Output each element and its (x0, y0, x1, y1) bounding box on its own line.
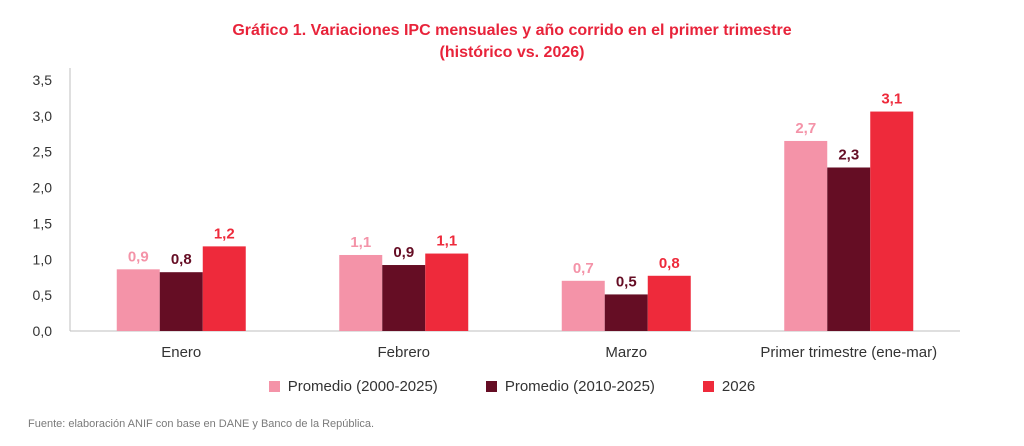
bar (202, 246, 246, 331)
source-note: Fuente: elaboración ANIF con base en DAN… (28, 418, 375, 430)
bar (159, 272, 203, 331)
data-label: 0,8 (171, 251, 192, 268)
y-tick-label: 3,5 (33, 72, 53, 88)
chart-legend: Promedio (2000-2025) Promedio (2010-2025… (0, 378, 1024, 395)
x-tick-label: Febrero (377, 344, 430, 361)
bar (827, 167, 871, 331)
data-label: 0,9 (393, 244, 414, 261)
data-label: 1,2 (214, 225, 235, 242)
legend-label-series-2: Promedio (2010-2025) (504, 378, 655, 395)
y-tick-label: 3,0 (33, 108, 53, 124)
bar (425, 253, 469, 331)
bar (647, 275, 691, 331)
y-tick-label: 2,5 (33, 144, 53, 160)
data-label: 1,1 (436, 233, 457, 250)
x-tick-label: Enero (161, 344, 201, 361)
legend-swatch-series-2 (485, 381, 497, 392)
y-tick-label: 1,0 (33, 251, 53, 267)
legend-item-series-1: Promedio (2000-2025) (268, 378, 438, 395)
y-tick-label: 0,0 (33, 323, 53, 339)
x-tick-label: Primer trimestre (ene-mar) (760, 344, 937, 361)
legend-label-series-3: 2026 (721, 378, 756, 395)
y-tick-label: 0,5 (33, 287, 53, 303)
bar (116, 269, 160, 331)
data-label: 2,7 (795, 120, 816, 137)
chart-title-line-1: Gráfico 1. Variaciones IPC mensuales y a… (232, 22, 792, 39)
legend-swatch-series-1 (268, 381, 280, 392)
data-label: 3,1 (881, 91, 902, 108)
data-label: 0,7 (573, 260, 594, 277)
y-tick-label: 2,0 (33, 180, 53, 196)
y-tick-label: 1,5 (33, 215, 53, 231)
bar (382, 265, 426, 331)
data-label: 0,5 (616, 273, 637, 290)
chart-title-line-2: (histórico vs. 2026) (439, 44, 585, 61)
bar (870, 111, 914, 331)
bar (784, 140, 828, 331)
legend-swatch-series-3 (702, 381, 714, 392)
data-label: 2,3 (838, 146, 859, 163)
legend-item-series-3: 2026 (702, 378, 756, 395)
bar (561, 280, 605, 331)
data-label: 0,9 (128, 248, 149, 265)
data-label: 1,1 (350, 234, 371, 251)
bar (604, 294, 648, 331)
x-tick-label: Marzo (605, 344, 647, 361)
chart-title: Gráfico 1. Variaciones IPC mensuales y a… (0, 20, 1024, 64)
bar-chart: 0,0 0,5 1,0 1,5 2,0 2,5 3,0 3,5 0,9 0,8 1,2 Enero 1,… (33, 68, 960, 361)
legend-label-series-1: Promedio (2000-2025) (287, 378, 438, 395)
legend-item-series-2: Promedio (2010-2025) (485, 378, 655, 395)
bar (339, 254, 383, 331)
data-label: 0,8 (659, 255, 680, 272)
